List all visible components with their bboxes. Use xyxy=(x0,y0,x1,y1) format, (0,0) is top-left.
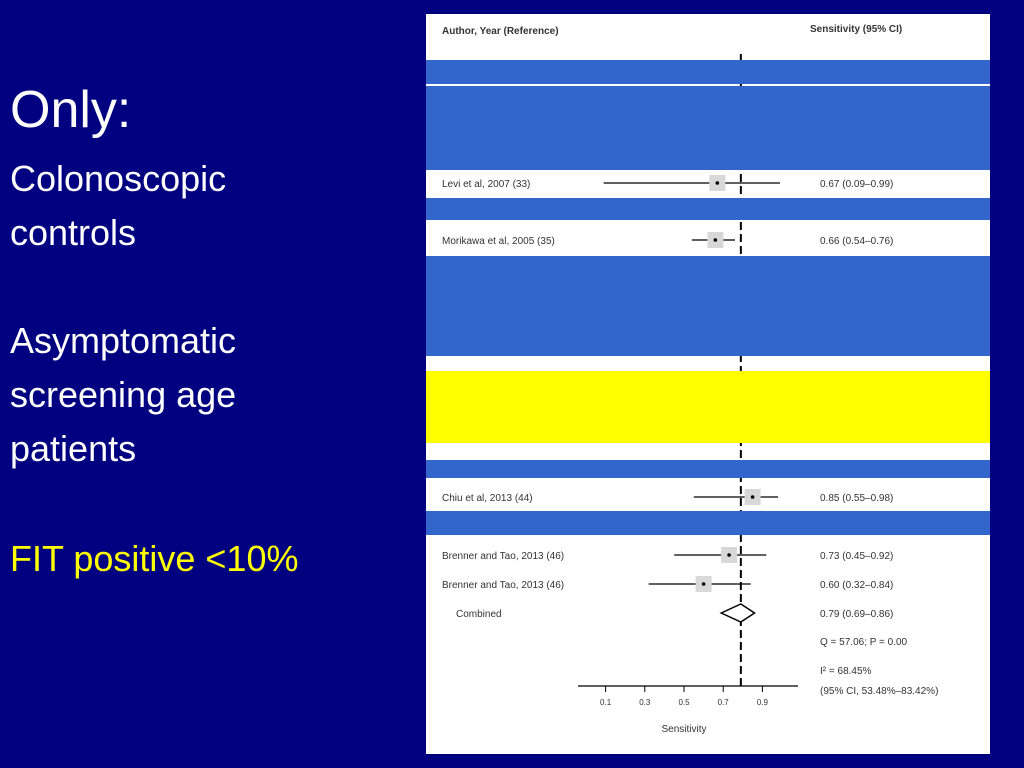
blue-overlay-band xyxy=(426,511,990,535)
study-point xyxy=(750,495,755,499)
x-axis-label: Sensitivity xyxy=(661,724,706,735)
study-label: Levi et al, 2007 (33) xyxy=(442,179,530,190)
study-ci-text: 0.67 (0.09–0.99) xyxy=(820,179,893,190)
study-ci-text: 0.60 (0.32–0.84) xyxy=(820,580,893,591)
study-point xyxy=(701,582,706,586)
combined-ci-text: 0.79 (0.69–0.86) xyxy=(820,609,893,620)
blue-overlay-band xyxy=(426,86,990,170)
slide-line-colonoscopic: Colonoscopic xyxy=(10,158,227,199)
forest-plot-figure: Author, Year (Reference) Sensitivity (95%… xyxy=(426,14,990,754)
study-ci-text: 0.73 (0.45–0.92) xyxy=(820,551,893,562)
slide-line-asymptomatic: Asymptomatic xyxy=(10,320,237,361)
study-point xyxy=(727,553,731,557)
blue-overlay-band xyxy=(426,60,990,84)
combined-diamond xyxy=(719,603,756,623)
heterogeneity-stat: I² = 68.45% xyxy=(820,666,872,677)
study-ci-text: 0.66 (0.54–0.76) xyxy=(820,236,893,247)
study-point xyxy=(713,238,718,242)
slide-title: Only: xyxy=(10,81,132,139)
study-ci-text: 0.85 (0.55–0.98) xyxy=(820,493,893,504)
slide-highlight-fit: FIT positive <10% xyxy=(10,538,299,579)
combined-label: Combined xyxy=(456,609,502,620)
x-tick-label: 0.7 xyxy=(718,698,730,707)
study-label: Brenner and Tao, 2013 (46) xyxy=(442,580,564,591)
heterogeneity-stat: (95% CI, 53.48%–83.42%) xyxy=(820,686,938,697)
heterogeneity-stat: Q = 57.06; P = 0.00 xyxy=(820,637,908,648)
yellow-overlay-band xyxy=(426,371,990,443)
x-tick-label: 0.9 xyxy=(757,698,769,707)
slide-line-screening-age: screening age xyxy=(10,374,237,415)
study-label: Morikawa et al, 2005 (35) xyxy=(442,236,555,247)
x-tick-label: 0.3 xyxy=(639,698,651,707)
blue-overlay-band xyxy=(426,460,990,478)
overlay-layer xyxy=(426,14,990,754)
blue-overlay-band xyxy=(426,256,990,356)
x-tick-label: 0.5 xyxy=(678,698,690,707)
study-point xyxy=(715,181,720,185)
forest-plot-svg: Author, Year (Reference) Sensitivity (95%… xyxy=(442,24,938,735)
header-right: Sensitivity (95% CI) xyxy=(810,24,902,35)
header-left: Author, Year (Reference) xyxy=(442,26,559,37)
x-tick-label: 0.1 xyxy=(600,698,612,707)
study-label: Brenner and Tao, 2013 (46) xyxy=(442,551,564,562)
blue-overlay-band xyxy=(426,198,990,220)
study-label: Chiu et al, 2013 (44) xyxy=(442,493,533,504)
slide-line-patients: patients xyxy=(10,428,137,469)
slide-line-controls: controls xyxy=(10,212,137,253)
